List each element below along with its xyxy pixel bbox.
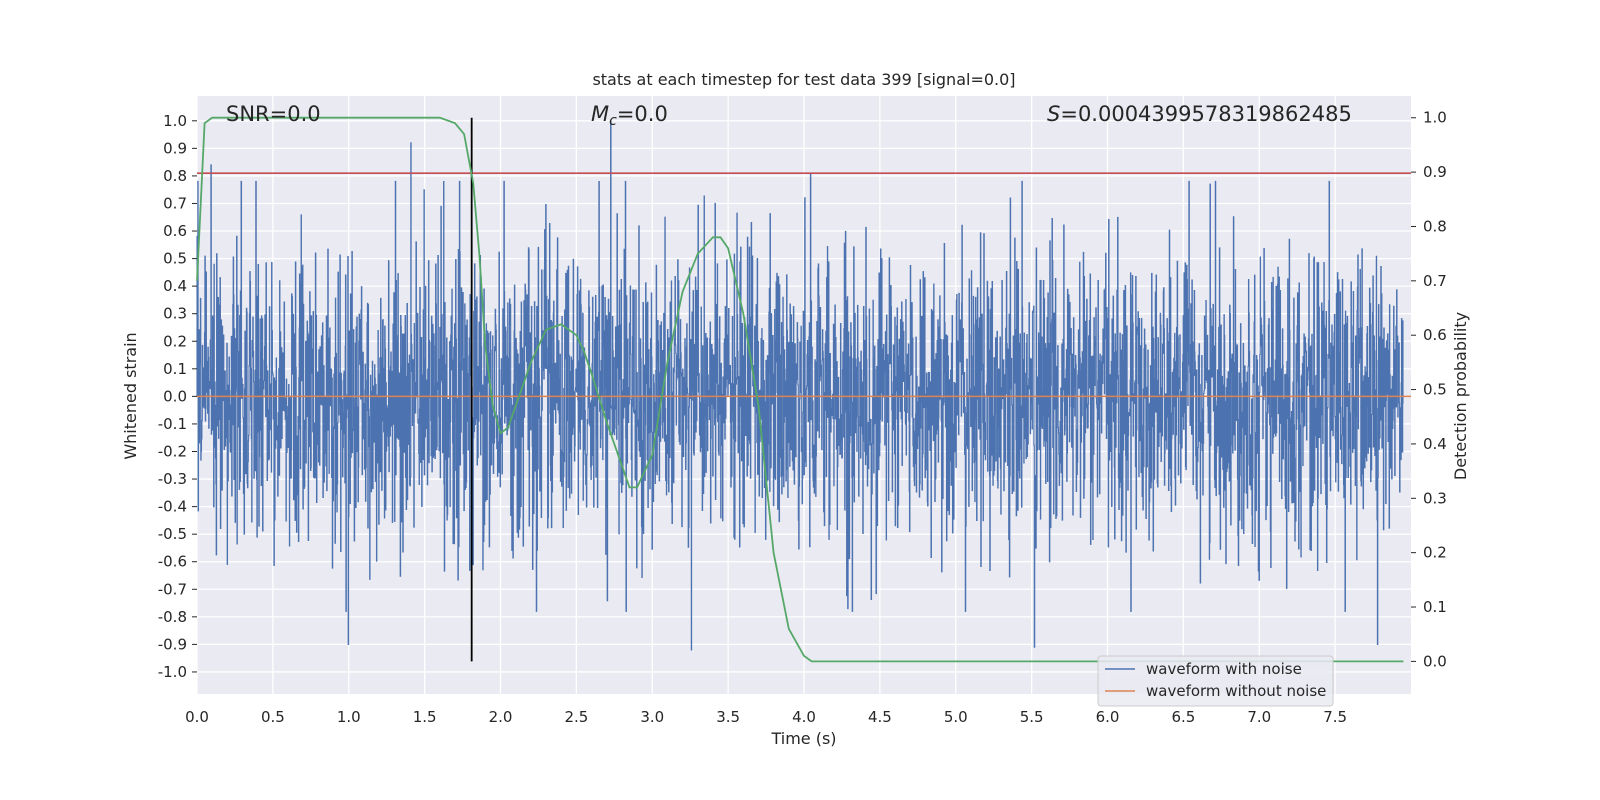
y-tick-label: 0.7 (163, 194, 187, 212)
y-right-tick-label: 0.3 (1423, 489, 1447, 507)
x-tick-label: 2.5 (564, 708, 588, 726)
legend-label-noise: waveform with noise (1146, 660, 1302, 678)
annotation-s: S=0.0004399578319862485 (1047, 102, 1352, 126)
annotation-mc: Mc=0.0 (591, 102, 668, 129)
annotation-mc-symbol: M (591, 102, 609, 126)
x-tick-label: 4.0 (792, 708, 816, 726)
x-tick-label: 7.5 (1323, 708, 1347, 726)
y-tick-label: -0.1 (158, 415, 187, 433)
x-tick-label: 3.5 (716, 708, 740, 726)
y-tick-label: 0.6 (163, 222, 187, 240)
legend-label-clean: waveform without noise (1146, 682, 1326, 700)
series-waveform-with-noise (196, 120, 1404, 651)
y-axis-right: 1.0 0.9 0.8 0.7 0.6 0.5 0.4 0.3 0.2 0.1 0.0 (1411, 109, 1447, 670)
y-right-tick-label: 0.6 (1423, 326, 1447, 344)
y-right-tick-label: 0.2 (1423, 544, 1447, 562)
y-tick-label: -0.9 (158, 635, 187, 653)
y-right-tick-label: 0.8 (1423, 217, 1447, 235)
y-right-tick-label: 0.7 (1423, 272, 1447, 290)
y-tick-label: -0.7 (158, 580, 187, 598)
y-tick-label: 0.3 (163, 305, 187, 323)
y-tick-label: 0.4 (163, 277, 187, 295)
noise-waveform-path (196, 120, 1404, 651)
annotation-mc-sub: c (609, 113, 617, 129)
y-tick-label: -0.6 (158, 553, 187, 571)
legend-box (1097, 655, 1334, 707)
x-tick-label: 1.0 (337, 708, 361, 726)
x-tick-label: 0.0 (185, 708, 209, 726)
annotation-s-value: =0.0004399578319862485 (1060, 102, 1352, 126)
y-tick-label: -0.5 (158, 525, 187, 543)
x-tick-label: 6.0 (1096, 708, 1120, 726)
x-tick-label: 4.5 (868, 708, 892, 726)
annotation-s-symbol: S (1047, 102, 1060, 126)
chart-title: stats at each timestep for test data 399… (592, 70, 1015, 89)
y-right-tick-label: 0.5 (1423, 381, 1447, 399)
x-tick-label: 3.0 (640, 708, 664, 726)
x-axis: 0.0 0.5 1.0 1.5 2.0 2.5 3.0 3.5 4.0 4.5 5.0 5.5 6.0 6… (185, 708, 1347, 726)
y-axis-right-label: Detection probability (1451, 312, 1470, 480)
annotation-snr: SNR=0.0 (226, 102, 321, 126)
y-right-tick-label: 0.9 (1423, 163, 1447, 181)
y-tick-label: 0.8 (163, 167, 187, 185)
y-tick-label: 0.5 (163, 250, 187, 268)
x-tick-label: 2.0 (489, 708, 513, 726)
y-axis-left: 1.0 0.9 0.8 0.7 0.6 0.5 0.4 0.3 0.2 0.1 0.0 -0.1 -0.… (158, 112, 197, 681)
x-tick-label: 1.5 (413, 708, 437, 726)
y-right-tick-label: 0.4 (1423, 435, 1447, 453)
series-detection-probability (196, 116, 1404, 663)
x-tick-label: 5.0 (944, 708, 968, 726)
x-tick-label: 5.5 (1020, 708, 1044, 726)
y-tick-label: -0.3 (158, 470, 187, 488)
x-tick-label: 0.5 (261, 708, 285, 726)
y-right-tick-label: 0.1 (1423, 598, 1447, 616)
y-tick-label: 0.2 (163, 332, 187, 350)
x-tick-label: 7.0 (1247, 708, 1271, 726)
y-right-tick-label: 0.0 (1423, 652, 1447, 670)
legend: waveform with noise waveform without noi… (1097, 655, 1334, 707)
y-tick-label: -0.4 (158, 498, 187, 516)
y-tick-label: 1.0 (163, 112, 187, 130)
y-tick-label: 0.1 (163, 360, 187, 378)
y-tick-label: 0.9 (163, 139, 187, 157)
y-axis-label: Whitened strain (121, 332, 140, 459)
annotation-mc-value: =0.0 (617, 102, 668, 126)
x-tick-label: 6.5 (1171, 708, 1195, 726)
x-axis-label: Time (s) (770, 729, 836, 748)
y-tick-label: -0.8 (158, 608, 187, 626)
y-tick-label: -0.2 (158, 442, 187, 460)
y-tick-label: 0.0 (163, 387, 187, 405)
y-tick-label: -1.0 (158, 663, 187, 681)
y-right-tick-label: 1.0 (1423, 109, 1447, 127)
